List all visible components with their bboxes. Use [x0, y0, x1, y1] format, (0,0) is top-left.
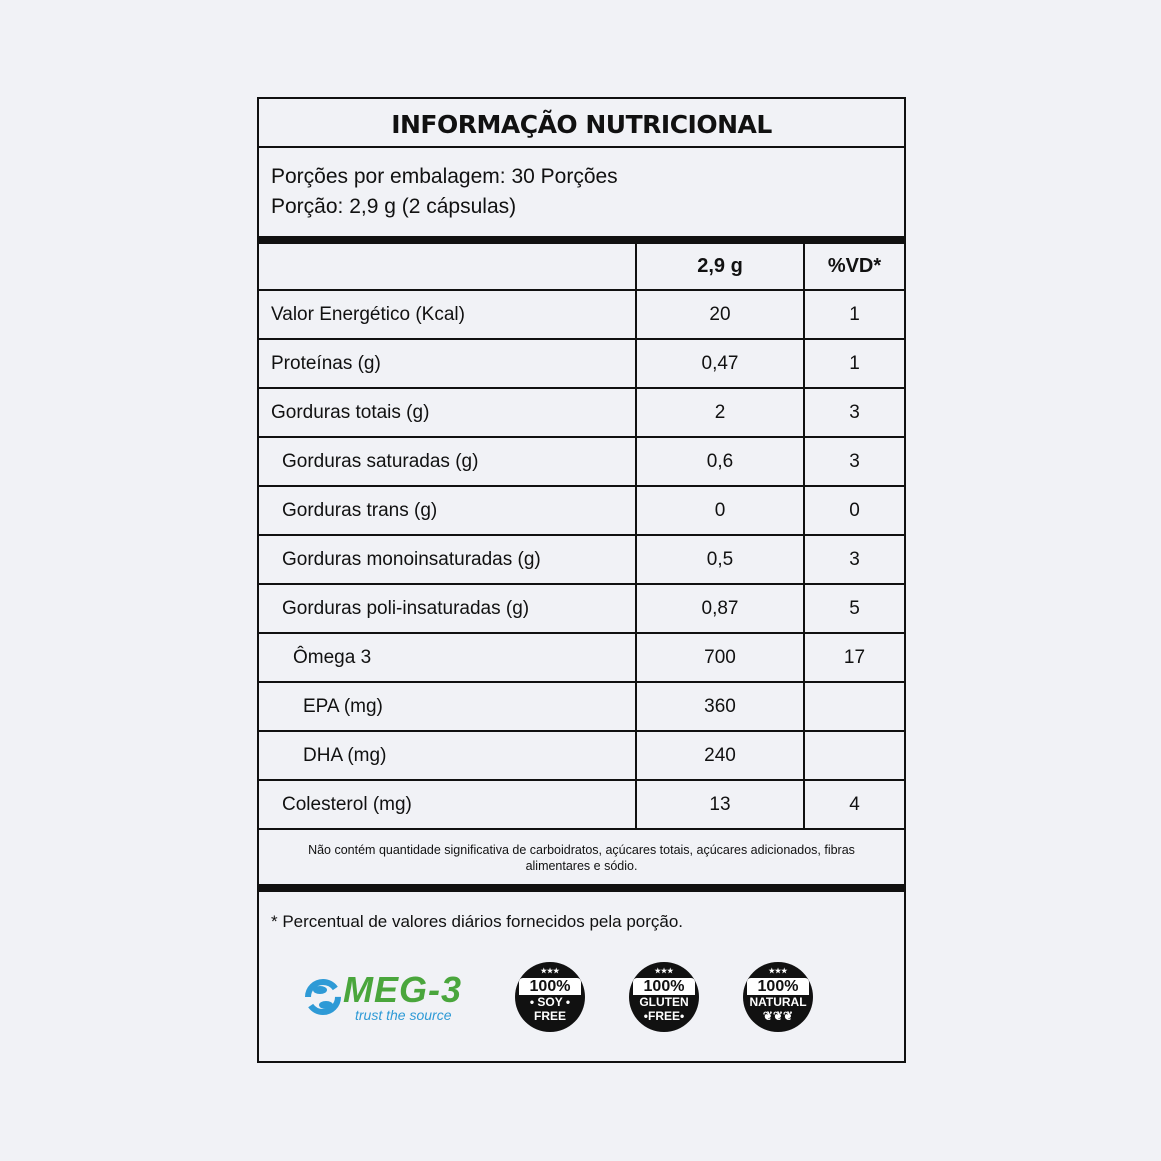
- meg3-name: MEG-3: [343, 969, 463, 1010]
- nutrient-amount: 13: [637, 781, 805, 828]
- nutrient-amount: 240: [637, 732, 805, 779]
- nutrient-dv: [805, 732, 904, 779]
- meg3-tagline: trust the source: [355, 1007, 452, 1023]
- certification-badge: ★★★ 100% GLUTEN •FREE•: [629, 962, 699, 1032]
- certification-badge: ★★★ 100% • SOY • FREE: [515, 962, 585, 1032]
- disclaimer-note: Não contém quantidade significativa de c…: [259, 830, 904, 892]
- nutrient-dv: 0: [849, 499, 860, 521]
- fish-icon: [305, 979, 341, 1015]
- table-row: Ômega 3 700 17: [259, 634, 904, 683]
- nutrient-amount: 0,6: [637, 438, 805, 485]
- nutrient-amount: 360: [637, 683, 805, 730]
- table-row: DHA (mg) 240: [259, 732, 904, 781]
- stars-icon: ★★★: [768, 968, 788, 975]
- header-name: [259, 244, 637, 289]
- table-row: Gorduras saturadas (g) 0,6 3: [259, 438, 904, 487]
- nutrient-dv: 17: [843, 646, 866, 668]
- table-row: Gorduras trans (g) 0 0: [259, 487, 904, 536]
- nutrient-dv: 1: [849, 303, 860, 325]
- badge-label: GLUTEN: [639, 995, 689, 1009]
- nutrient-name: EPA (mg): [259, 683, 637, 730]
- table-row: Gorduras monoinsaturadas (g) 0,5 3: [259, 536, 904, 585]
- header-amount: 2,9 g: [637, 244, 805, 289]
- nutrient-dv: [805, 683, 904, 730]
- table-row: Colesterol (mg) 13 4: [259, 781, 904, 830]
- table-row: Gorduras totais (g) 2 3: [259, 389, 904, 438]
- serving-info: Porções por embalagem: 30 Porções Porção…: [259, 148, 904, 244]
- badge-label: • SOY •: [529, 995, 571, 1009]
- table-row: Proteínas (g) 0,47 1: [259, 340, 904, 389]
- nutrient-dv: 4: [849, 793, 860, 815]
- stars-icon: ★★★: [540, 968, 560, 975]
- nutrition-label: INFORMAÇÃO NUTRICIONAL Porções por embal…: [257, 97, 906, 1063]
- table-header: 2,9 g %VD*: [259, 244, 904, 291]
- nutrient-amount: 0,5: [637, 536, 805, 583]
- badge-percent: 100%: [519, 978, 581, 995]
- nutrient-name: Gorduras poli-insaturadas (g): [259, 585, 637, 632]
- nutrient-amount: 2: [637, 389, 805, 436]
- nutrient-name: Proteínas (g): [259, 340, 637, 387]
- table-row: EPA (mg) 360: [259, 683, 904, 732]
- badge-label-2: ❦❦❦: [762, 1009, 794, 1023]
- nutrient-amount: 20: [637, 291, 805, 338]
- serving-size: Porção: 2,9 g (2 cápsulas): [271, 195, 517, 218]
- nutrient-dv: 3: [849, 401, 860, 423]
- header-dv: %VD*: [827, 255, 882, 277]
- nutrient-name: Gorduras totais (g): [259, 389, 637, 436]
- badge-label: NATURAL: [749, 995, 807, 1009]
- nutrient-name: Gorduras trans (g): [259, 487, 637, 534]
- nutrient-name: Ômega 3: [259, 634, 637, 681]
- nutrient-amount: 0: [637, 487, 805, 534]
- badge-label-2: FREE: [533, 1009, 566, 1023]
- badge-percent: 100%: [747, 978, 809, 995]
- nutrient-amount: 0,47: [637, 340, 805, 387]
- table-row: Gorduras poli-insaturadas (g) 0,87 5: [259, 585, 904, 634]
- badge-label-2: •FREE•: [643, 1009, 685, 1023]
- nutrient-name: Gorduras monoinsaturadas (g): [259, 536, 637, 583]
- nutrient-amount: 700: [637, 634, 805, 681]
- nutrient-name: Valor Energético (Kcal): [259, 291, 637, 338]
- badge-percent: 100%: [633, 978, 695, 995]
- note-text: Não contém quantidade significativa de c…: [308, 843, 855, 873]
- nutrient-dv: 3: [849, 450, 860, 472]
- certification-badge: ★★★ 100% NATURAL ❦❦❦: [743, 962, 813, 1032]
- label-title: INFORMAÇÃO NUTRICIONAL: [259, 99, 904, 148]
- nutrient-dv: 3: [849, 548, 860, 570]
- nutrient-dv: 5: [849, 597, 860, 619]
- footer: * Percentual de valores diários fornecid…: [259, 892, 904, 1052]
- meg3-logo: MEG-3 trust the source: [303, 972, 475, 1022]
- footnote: * Percentual de valores diários fornecid…: [271, 912, 684, 931]
- nutrient-name: Gorduras saturadas (g): [259, 438, 637, 485]
- stars-icon: ★★★: [654, 968, 674, 975]
- nutrient-amount: 0,87: [637, 585, 805, 632]
- nutrient-name: Colesterol (mg): [259, 781, 637, 828]
- logos: MEG-3 trust the source ★★★ 100% • SOY • FRE…: [271, 962, 892, 1032]
- nutrient-name: DHA (mg): [259, 732, 637, 779]
- servings-per-pack: Porções por embalagem: 30 Porções: [271, 165, 618, 188]
- table-row: Valor Energético (Kcal) 20 1: [259, 291, 904, 340]
- nutrient-dv: 1: [849, 352, 860, 374]
